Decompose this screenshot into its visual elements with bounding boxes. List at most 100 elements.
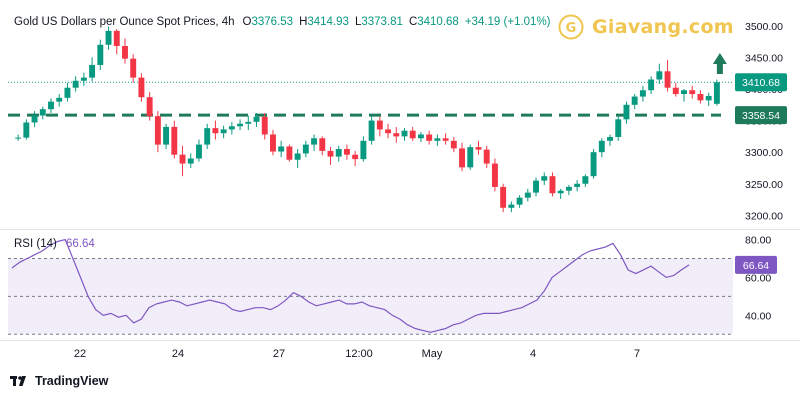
candle-body xyxy=(623,104,630,120)
candle-body xyxy=(681,90,687,95)
price-tick-label: 3300.00 xyxy=(745,147,783,159)
close-value: 3410.68 xyxy=(417,16,459,28)
candle-body xyxy=(23,122,30,138)
candle-body xyxy=(631,96,638,105)
candle-body xyxy=(508,204,515,208)
candle-body xyxy=(105,30,112,45)
candle-body xyxy=(245,121,252,124)
candle-body xyxy=(163,126,170,145)
candle-body xyxy=(237,123,244,127)
x-tick-label: 27 xyxy=(273,348,285,360)
candle-body xyxy=(648,79,655,91)
candle-body xyxy=(179,154,186,164)
rsi-tick-label: 80.00 xyxy=(745,235,771,247)
candle-body xyxy=(467,147,474,168)
rsi-legend-value: 66.64 xyxy=(66,238,95,250)
candle-body xyxy=(417,134,424,139)
rsi-tick-label: 40.00 xyxy=(745,310,771,322)
price-tick-label: 3250.00 xyxy=(745,179,783,191)
candle-body xyxy=(64,87,71,98)
candle-body xyxy=(311,138,318,145)
candle-body xyxy=(80,77,87,81)
change-value: +34.19 (+1.01%) xyxy=(464,16,551,28)
x-tick-label: May xyxy=(422,348,443,360)
candle-body xyxy=(450,140,457,149)
candle-body xyxy=(122,46,128,59)
candle-body xyxy=(130,58,137,78)
candle-body xyxy=(409,130,416,139)
price-tick-label: 3450.00 xyxy=(745,52,783,64)
candle-body xyxy=(212,128,219,134)
candle-body xyxy=(286,146,293,160)
candle-body xyxy=(204,128,211,145)
candle-body xyxy=(459,148,466,168)
last-price-label: 3410.68 xyxy=(742,77,780,89)
candle-body xyxy=(335,149,342,157)
candle-body xyxy=(171,126,178,155)
candle-body xyxy=(656,71,663,80)
low-label: L xyxy=(354,16,362,28)
svg-text:G: G xyxy=(566,21,577,36)
candle-body xyxy=(393,133,400,137)
price-tick-label: 3500.00 xyxy=(745,21,783,33)
x-tick-label: 7 xyxy=(634,348,640,360)
candle-body xyxy=(713,82,720,104)
x-tick-label: 22 xyxy=(74,348,86,360)
candle-body xyxy=(360,140,367,160)
candle-body xyxy=(516,197,523,205)
x-tick-label: 24 xyxy=(172,348,184,360)
candle-body xyxy=(48,101,54,110)
price-tick-label: 3200.00 xyxy=(745,210,783,222)
candle-body xyxy=(582,176,589,184)
x-tick-label: 12:00 xyxy=(345,348,373,360)
candle-body xyxy=(385,129,392,134)
candle-body xyxy=(253,116,260,122)
candle-body xyxy=(590,152,597,177)
candle-body xyxy=(434,138,441,141)
candle-body xyxy=(56,97,63,102)
rsi-value-label: 66.64 xyxy=(743,260,769,272)
candle-body xyxy=(278,146,285,152)
rsi-value-tag xyxy=(735,255,777,274)
candle-body xyxy=(376,120,383,130)
candle-body xyxy=(327,150,334,157)
x-tick-label: 4 xyxy=(530,348,536,360)
up-arrow-icon xyxy=(712,53,727,74)
level-price-label: 3358.54 xyxy=(742,110,780,122)
last-price-tag xyxy=(735,73,787,92)
candle-body xyxy=(15,137,22,139)
candle-body xyxy=(31,115,38,123)
candle-body xyxy=(426,134,433,141)
candle-body xyxy=(113,30,120,47)
level-price-tag xyxy=(735,106,787,125)
candle-body xyxy=(533,180,539,193)
candle-body xyxy=(154,116,161,145)
candle-body xyxy=(72,80,79,88)
candle-body xyxy=(442,138,449,141)
candle-body xyxy=(368,120,375,141)
open-value: 3376.53 xyxy=(251,16,294,28)
open-label: O xyxy=(242,16,252,28)
candle-body xyxy=(557,190,564,194)
candle-body xyxy=(196,144,202,159)
watermark-logo: G Giavang.com xyxy=(558,14,734,40)
candle-body xyxy=(491,163,498,187)
rsi-legend: RSI (14) 66.64 xyxy=(14,238,95,250)
tradingview-text: TradingView xyxy=(35,374,109,388)
candle-body xyxy=(689,90,696,95)
candle-body xyxy=(343,149,350,155)
candle-body xyxy=(664,71,671,88)
candle-body xyxy=(615,119,622,138)
candle-body xyxy=(500,186,507,208)
candle-body xyxy=(401,130,408,137)
watermark-text: Giavang.com xyxy=(592,16,734,38)
candle-body xyxy=(524,192,531,198)
candle-body xyxy=(146,97,153,117)
tradingview-logo[interactable]: TradingView xyxy=(10,374,108,388)
candle-body xyxy=(220,129,227,134)
candle-body xyxy=(549,176,556,194)
candle-body xyxy=(319,138,326,151)
gold-coin-icon: G xyxy=(558,14,584,40)
candle-body xyxy=(697,94,704,101)
